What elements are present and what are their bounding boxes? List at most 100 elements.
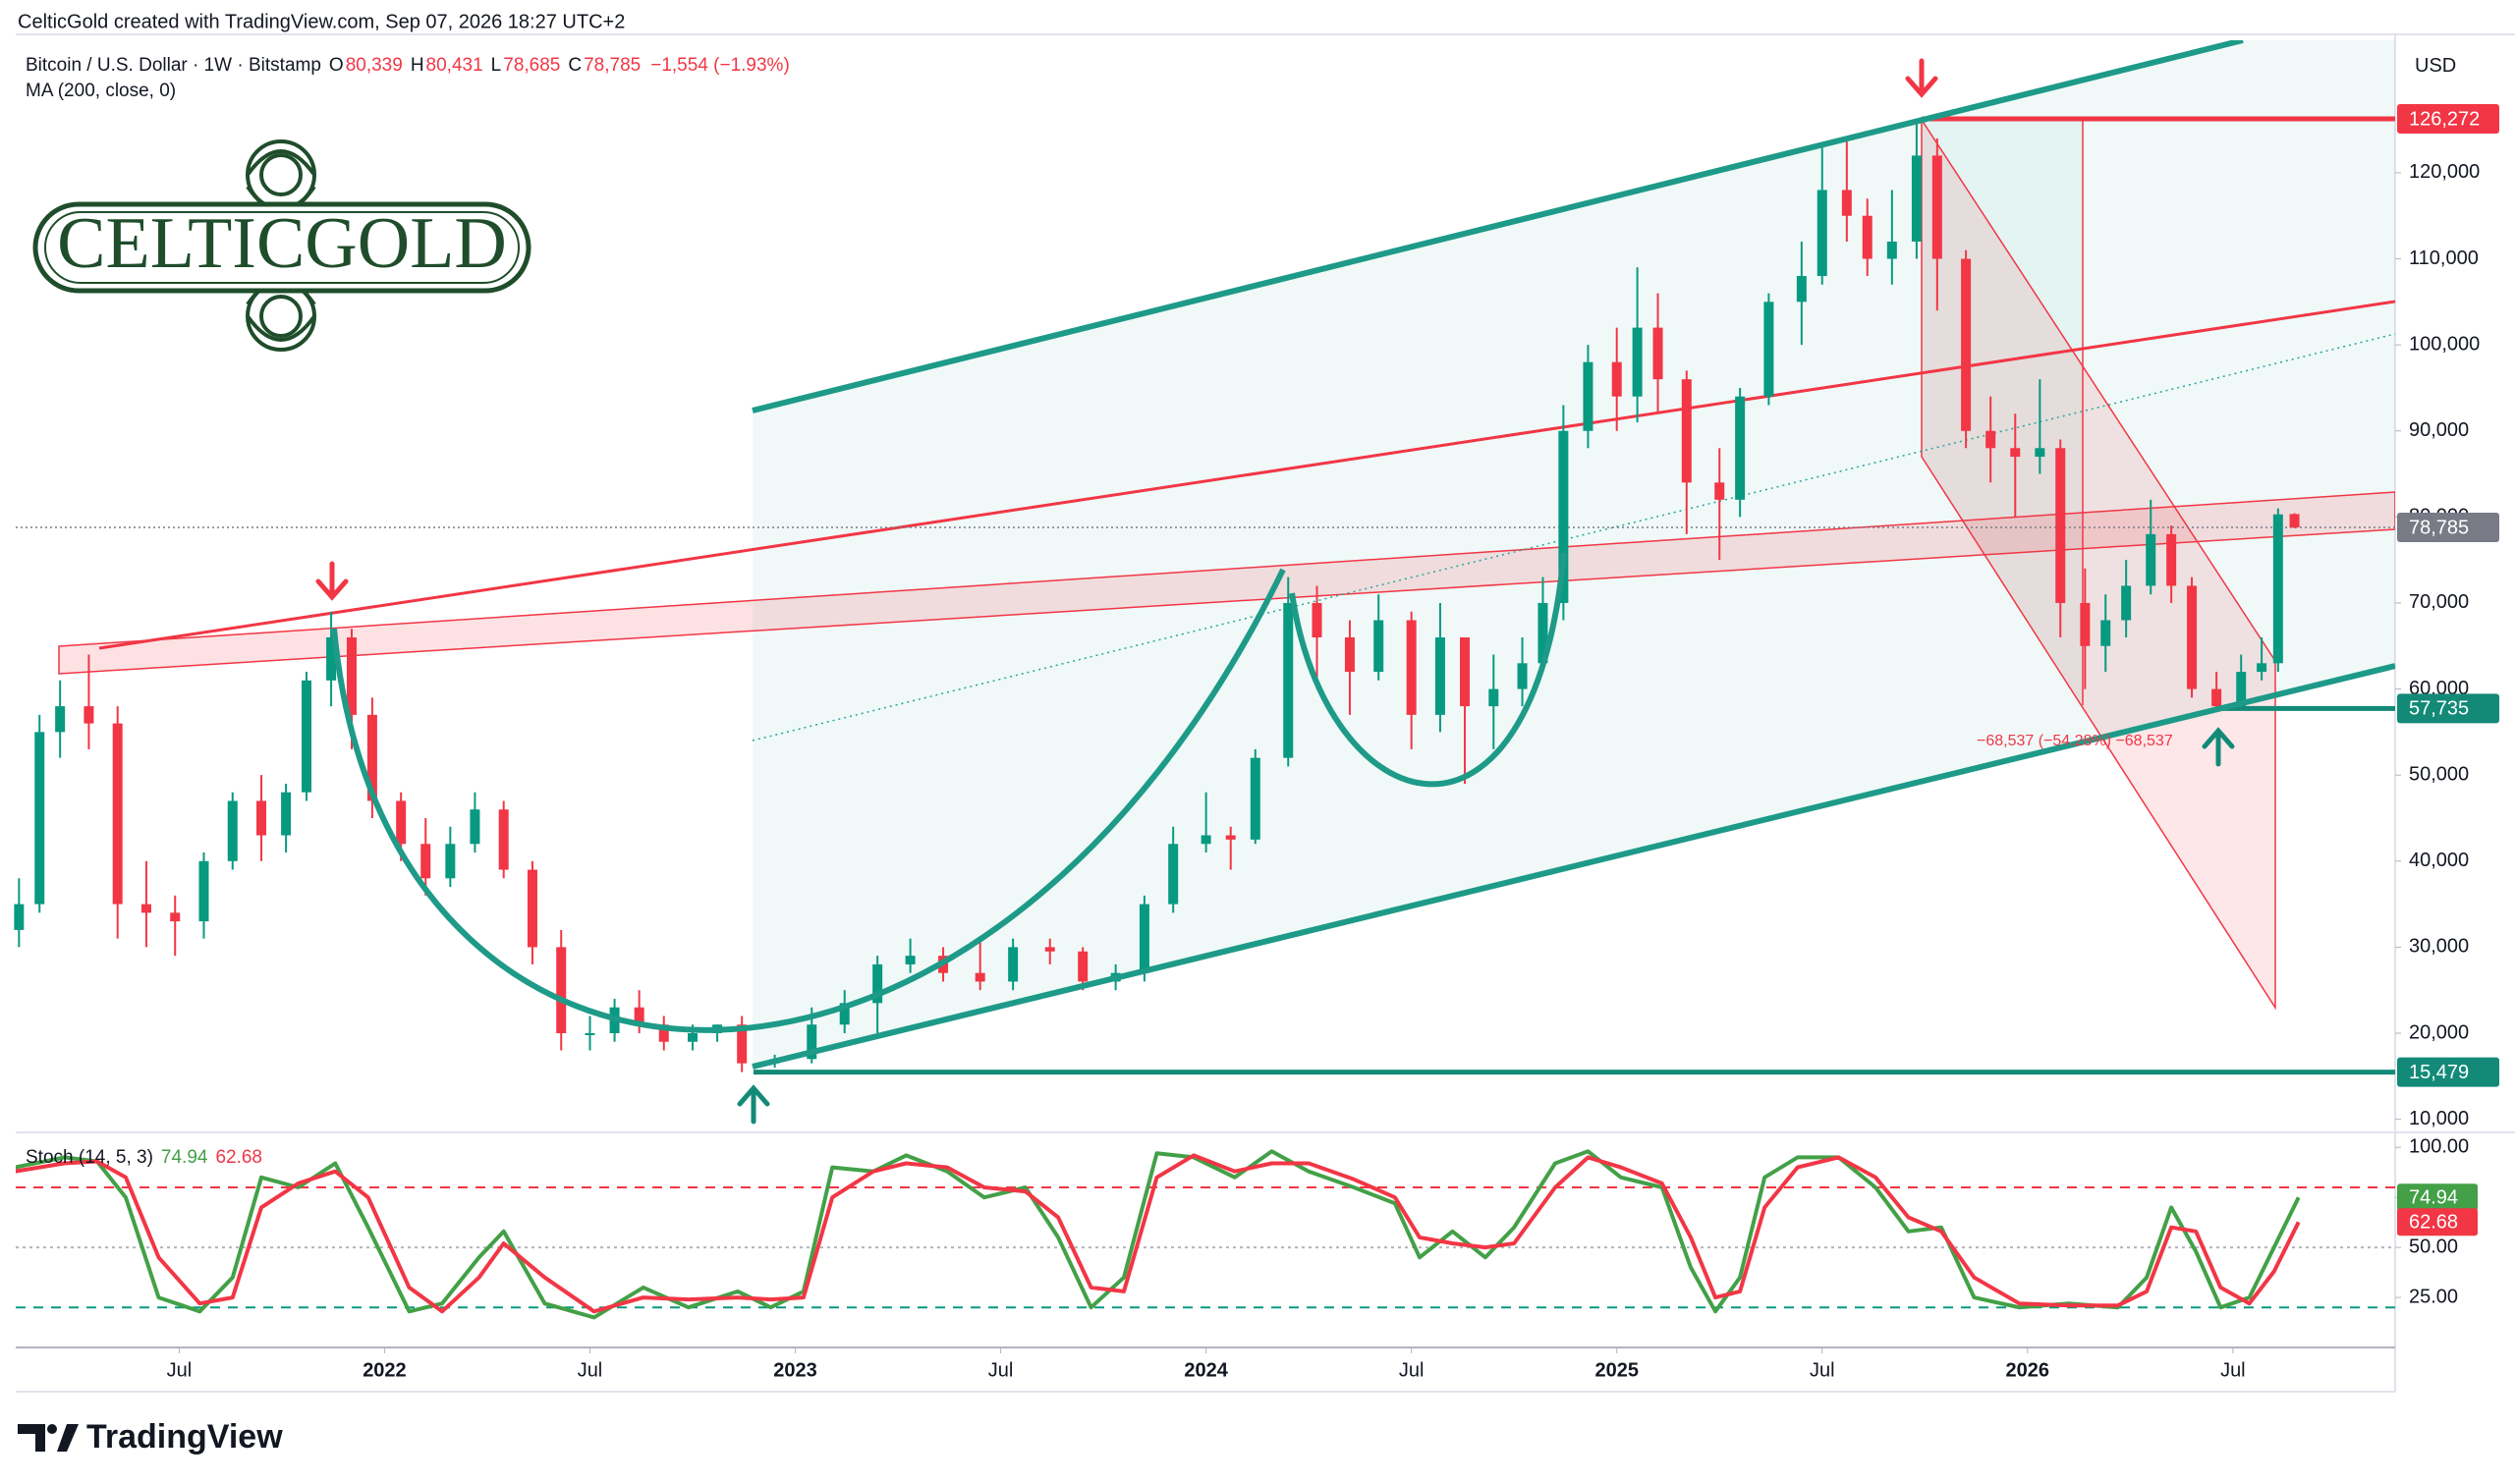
level-label-box bbox=[2397, 103, 2499, 134]
x-tick-label: 2022 bbox=[363, 1359, 407, 1381]
candle-body bbox=[34, 732, 45, 905]
candle-body bbox=[1558, 430, 1569, 603]
footer-logo: TradingView bbox=[18, 1418, 283, 1456]
candle-body bbox=[112, 723, 123, 905]
y-tick-label: 30,000 bbox=[2409, 936, 2469, 958]
stoch-legend: Stoch (14, 5, 3) 74.94 62.68 bbox=[26, 1147, 262, 1169]
candle-body bbox=[2100, 620, 2111, 646]
candle-body bbox=[396, 800, 407, 845]
ohlc-key: C bbox=[568, 55, 583, 76]
arrow-down bbox=[1905, 58, 1938, 98]
currency: USD bbox=[2415, 55, 2456, 78]
candle-body bbox=[975, 972, 985, 982]
arrow-up bbox=[2202, 727, 2235, 767]
candle-body bbox=[140, 904, 151, 913]
candle-body bbox=[498, 809, 509, 870]
stoch-line bbox=[16, 1153, 2301, 1314]
candle-body bbox=[84, 706, 94, 724]
candle-body bbox=[1931, 155, 1942, 259]
candle-body bbox=[1763, 302, 1774, 397]
candle-body bbox=[737, 1024, 748, 1064]
stoch-tick-label: 100.00 bbox=[2409, 1136, 2469, 1158]
x-tick-label: 2024 bbox=[1184, 1359, 1228, 1381]
y-tick-label: 120,000 bbox=[2409, 161, 2480, 183]
candle-body bbox=[1078, 951, 1089, 982]
candle-body bbox=[420, 844, 431, 879]
resistance-line bbox=[98, 300, 2395, 650]
candle-body bbox=[1681, 379, 1692, 483]
ma: MA (200, close, 0) bbox=[26, 81, 177, 101]
candle-body bbox=[1044, 947, 1055, 952]
candle-body bbox=[1517, 663, 1528, 689]
y-tick-label: 50,000 bbox=[2409, 763, 2469, 785]
candle-body bbox=[1714, 482, 1725, 500]
arrow-down bbox=[315, 561, 349, 601]
candle-body bbox=[1537, 602, 1548, 664]
candle-body bbox=[445, 844, 456, 879]
candle-body bbox=[281, 792, 292, 836]
candle-body bbox=[2187, 585, 2198, 689]
stoch-pane bbox=[16, 1149, 2395, 1320]
y-tick-label: 70,000 bbox=[2409, 591, 2469, 613]
arrows-up bbox=[737, 727, 2235, 1125]
candle-body bbox=[1488, 688, 1499, 707]
candle-body bbox=[1611, 361, 1622, 397]
ohlc-item: C 78,785 bbox=[568, 55, 641, 77]
stoch-value-label: 74.94 bbox=[2409, 1187, 2458, 1209]
x-tick-label: Jul bbox=[1399, 1359, 1425, 1381]
candle-body bbox=[1985, 430, 1996, 449]
candle-body bbox=[227, 800, 238, 861]
candle-body bbox=[2010, 448, 2021, 458]
candle-body bbox=[170, 912, 181, 922]
candle-body bbox=[1961, 258, 1972, 431]
arrow-up bbox=[737, 1084, 770, 1125]
ma-legend: MA (200, close, 0) bbox=[26, 81, 176, 102]
candle-body bbox=[1735, 396, 1746, 500]
drawings bbox=[58, 40, 2395, 1067]
candle-body bbox=[905, 956, 916, 964]
candle-body bbox=[839, 1003, 850, 1025]
knot bbox=[259, 153, 303, 196]
candle-body bbox=[2055, 448, 2066, 603]
candle-body bbox=[2035, 448, 2045, 458]
logo-frame bbox=[32, 201, 531, 294]
ohlc-value: 80,339 bbox=[345, 55, 403, 76]
level-label: 126,272 bbox=[2409, 108, 2480, 130]
tv-glyph bbox=[18, 1424, 45, 1452]
resistance-band bbox=[58, 491, 2395, 675]
candle-body bbox=[1911, 155, 1922, 243]
candle-body bbox=[346, 637, 357, 715]
x-tick-label: Jul bbox=[578, 1359, 603, 1381]
candle-body bbox=[1816, 190, 1827, 277]
candle-body bbox=[1008, 947, 1019, 982]
candle-body bbox=[1886, 242, 1897, 259]
candle-body bbox=[1344, 637, 1355, 673]
candle-body bbox=[1434, 637, 1445, 715]
candles bbox=[14, 118, 2300, 1072]
candle-body bbox=[2080, 602, 2091, 646]
candle-body bbox=[2272, 514, 2283, 664]
ohlc-key: H bbox=[410, 55, 424, 76]
symbol: Bitcoin / U.S. Dollar · 1W · Bitstamp bbox=[26, 55, 321, 76]
y-tick-label: 90,000 bbox=[2409, 419, 2469, 441]
x-tick-label: 2025 bbox=[1594, 1359, 1639, 1381]
y-tick-label: 60,000 bbox=[2409, 678, 2469, 699]
axes: 10,000 20,000 30,000 40,000 50,000 60,000 70,0… bbox=[167, 103, 2499, 1381]
candle-body bbox=[585, 1033, 595, 1036]
ohlc-value: −1,554 (−1.93%) bbox=[650, 55, 790, 76]
y-tick-label: 40,000 bbox=[2409, 850, 2469, 871]
stoch-k: 74.94 bbox=[160, 1147, 208, 1168]
logo: CELTICGOLD bbox=[32, 139, 531, 352]
tv-glyph bbox=[57, 1424, 79, 1452]
candle-body bbox=[1841, 190, 1852, 216]
candle-body bbox=[1652, 327, 1663, 380]
y-tick-label: 110,000 bbox=[2409, 247, 2479, 269]
candle-body bbox=[326, 637, 337, 681]
candle-body bbox=[1796, 276, 1807, 302]
frame bbox=[16, 33, 2515, 1393]
stoch-d: 62.68 bbox=[215, 1147, 262, 1168]
channel-midline bbox=[752, 333, 2395, 742]
ohlc-key: O bbox=[328, 55, 344, 76]
